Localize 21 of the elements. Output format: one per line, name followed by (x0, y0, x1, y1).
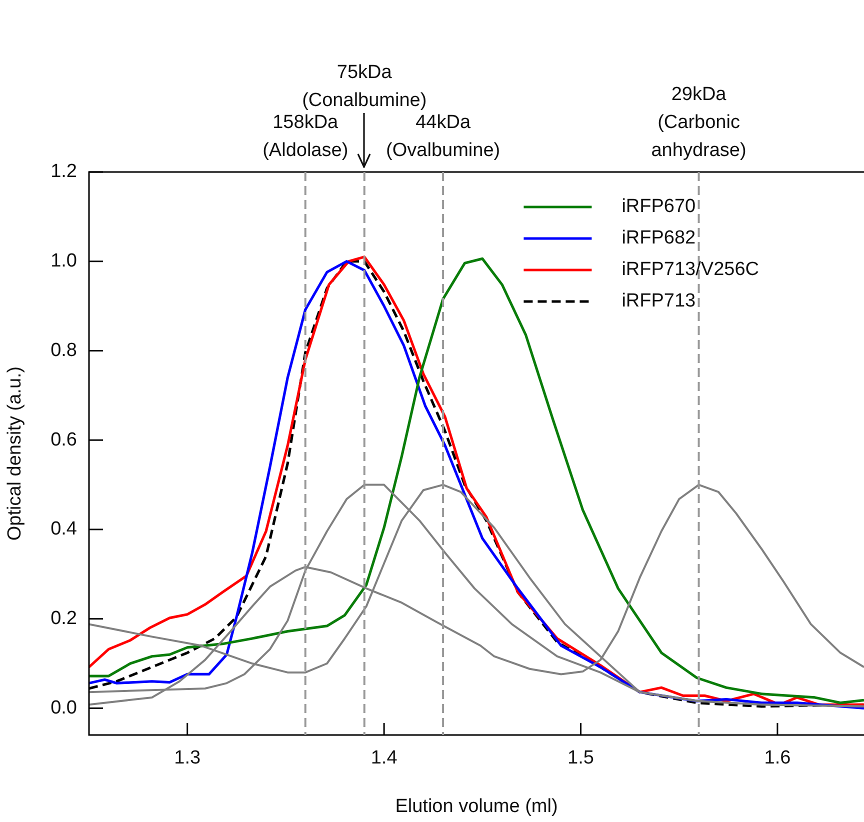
y-tick-label: 1.0 (50, 250, 77, 272)
x-tick-label: 1.3 (174, 748, 201, 769)
y-tick-label: 0.4 (50, 518, 78, 540)
y-tick-label: 0.6 (50, 429, 77, 450)
legend-label: iRFP713/V256C (622, 259, 759, 280)
ref-line-label: 158kDa (Aldolase) (262, 112, 348, 161)
y-axis-title: Optical density (a.u.) (4, 366, 26, 541)
legend-label: iRFP713 (622, 290, 696, 312)
ref-line-label: 75kDa (Conalbumine) (302, 62, 427, 111)
x-tick-label: 1.5 (568, 748, 594, 769)
legend-label: iRFP682 (622, 228, 696, 249)
ref-line-label: 29kDa (Carbonic anhydrase) (651, 84, 746, 161)
x-axis-title: Elution volume (ml) (395, 796, 558, 817)
x-tick-label: 1.4 (370, 748, 398, 769)
y-tick-label: 0.8 (50, 340, 77, 361)
x-tick-label: 1.6 (764, 748, 791, 769)
legend-label: iRFP670 (622, 196, 696, 218)
y-tick-label: 0.2 (50, 608, 77, 630)
y-tick-label: 1.2 (50, 161, 77, 182)
ref-line-label: 44kDa (Ovalbumine) (386, 112, 500, 161)
y-tick-label: 0.0 (50, 697, 77, 718)
